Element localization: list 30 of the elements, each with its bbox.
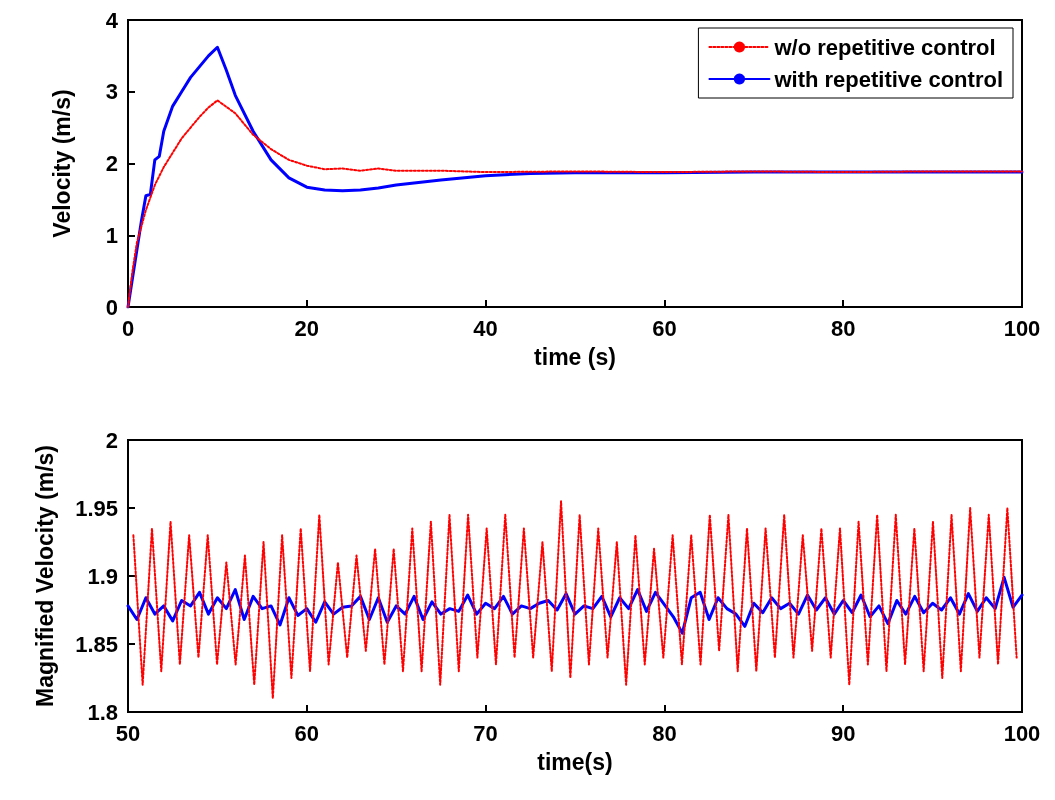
x-tick-label: 60 (652, 315, 677, 341)
y-axis-title: Magnified Velocity (m/s) (31, 445, 58, 707)
y-tick-label: 1 (105, 222, 118, 248)
y-tick-label: 2 (105, 151, 118, 176)
x-tick-label: 60 (294, 720, 320, 746)
y-tick-label: 1.9 (87, 563, 118, 589)
x-tick-label: 40 (473, 315, 498, 341)
x-tick-label: 50 (115, 720, 141, 746)
y-tick-label: 0 (105, 294, 118, 320)
y-axis-title: Velocity (m/s) (48, 89, 75, 238)
x-tick-label: 100 (1003, 720, 1041, 746)
line-series (127, 99, 1023, 308)
line-series (132, 500, 1018, 700)
y-tick-label: 1.8 (87, 699, 118, 725)
y-tick-label: 2 (105, 427, 118, 453)
legend-label: w/o repetitive control (773, 34, 996, 60)
x-axis-title: time(s) (537, 748, 613, 775)
x-tick-label: 100 (1003, 315, 1041, 341)
x-tick-label: 70 (473, 720, 498, 746)
x-tick-label: 80 (830, 315, 856, 341)
y-tick-label: 4 (105, 7, 119, 33)
y-tick-label: 1.85 (75, 631, 118, 657)
x-tick-label: 20 (294, 315, 320, 341)
x-tick-label: 90 (830, 720, 856, 746)
x-tick-label: 0 (121, 315, 135, 341)
legend-label: with repetitive control (773, 66, 1004, 92)
y-tick-label: 3 (105, 79, 118, 105)
y-tick-label: 1.95 (75, 495, 118, 521)
x-axis-title: time (s) (534, 343, 616, 370)
x-tick-label: 80 (652, 720, 677, 746)
